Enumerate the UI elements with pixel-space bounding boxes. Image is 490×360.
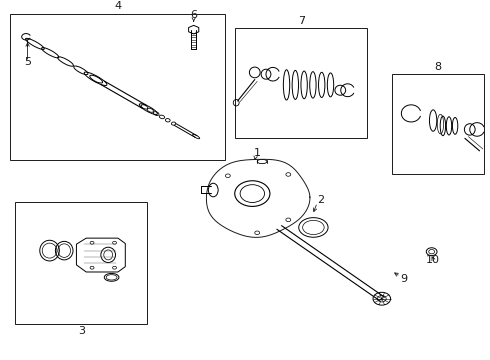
Text: 6: 6: [190, 10, 197, 20]
Text: 9: 9: [400, 274, 407, 284]
Text: 2: 2: [317, 195, 324, 204]
Text: 3: 3: [78, 326, 85, 336]
Text: 8: 8: [435, 62, 441, 72]
Text: 4: 4: [114, 1, 122, 12]
Text: 5: 5: [24, 57, 31, 67]
Text: 7: 7: [297, 16, 305, 26]
Text: 10: 10: [426, 255, 440, 265]
Text: 1: 1: [254, 148, 261, 158]
